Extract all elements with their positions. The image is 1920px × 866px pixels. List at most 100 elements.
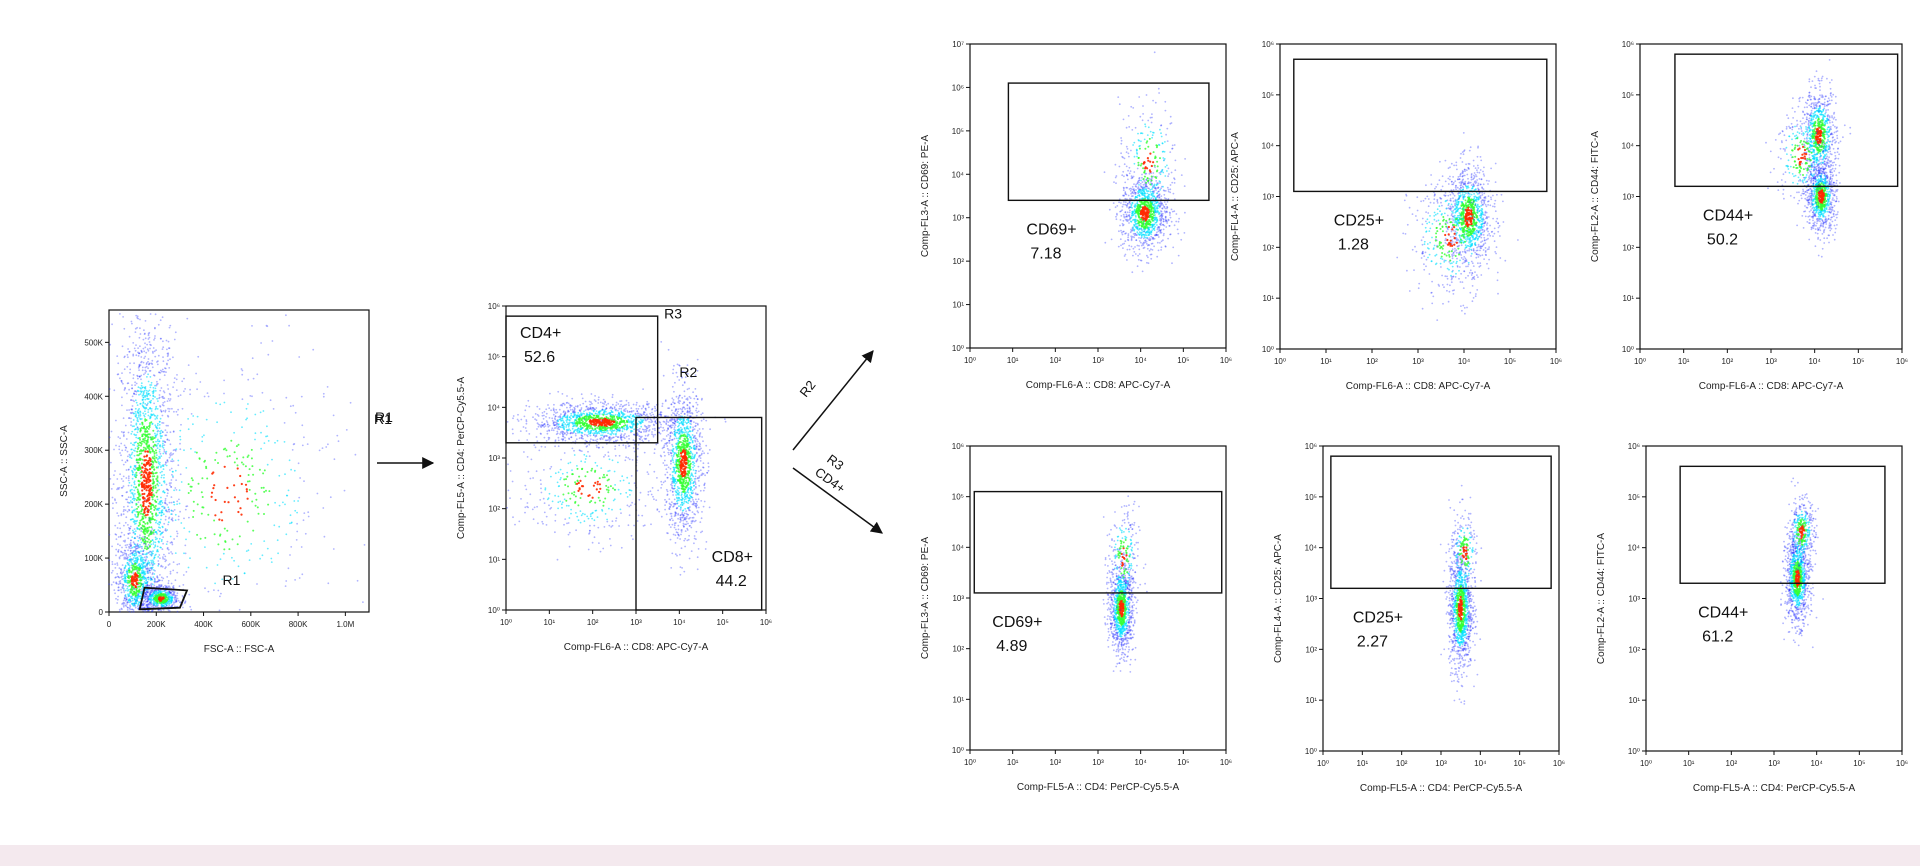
event-dot [595,444,598,447]
event-dot [176,413,179,416]
event-dot [651,411,653,414]
event-dot [583,410,585,413]
event-dot [236,467,239,470]
event-dot [651,420,654,423]
event-dot [176,500,179,503]
event-dot [167,591,170,594]
event-dot [133,392,135,395]
event-dot [137,479,140,482]
event-dot [172,601,175,604]
event-dot [149,553,152,556]
event-dot [149,313,152,315]
event-dot [162,444,164,447]
event-dot [265,435,267,438]
event-dot [127,431,130,434]
region-label: R1 [375,409,393,425]
event-dot [124,461,127,464]
event-dot [134,606,137,609]
event-dot [144,372,147,374]
event-dot [153,402,156,405]
event-dot [596,413,599,416]
event-dot [247,403,249,405]
event-dot [126,587,129,590]
event-dot [684,545,686,548]
event-dot [151,436,154,439]
event-dot [152,457,155,460]
event-dot [133,454,136,457]
event-dot [173,592,176,595]
event-dot [121,564,124,566]
event-dot [268,490,271,493]
event-dot [301,424,304,427]
event-dot [155,596,158,599]
event-dot [144,430,147,433]
event-dot [154,513,157,516]
event-dot [128,592,131,595]
event-dot [271,340,274,342]
event-dot [155,519,158,522]
event-dot [128,610,131,613]
event-dot [128,569,131,572]
event-dot [150,526,153,529]
event-dot [620,418,623,421]
event-dot [150,567,153,569]
event-dot [226,455,229,458]
event-dot [156,576,159,578]
event-dot [162,442,164,445]
event-dot [705,541,708,543]
event-dot [126,354,129,356]
event-dot [612,429,615,432]
event-dot [213,484,216,487]
event-dot [205,418,208,421]
event-dot [172,569,175,572]
event-dot [156,414,159,417]
event-dot [149,436,152,439]
event-dot [581,435,584,438]
event-dot [136,579,139,582]
event-dot [286,494,289,497]
event-dot [241,373,244,376]
event-dot [121,404,123,407]
event-dot [139,438,141,441]
event-dot [152,541,155,543]
event-dot [169,453,171,456]
event-dot [153,556,156,559]
event-dot [122,463,125,466]
event-dot [594,422,597,425]
event-dot [649,425,651,427]
event-dot [127,554,130,556]
event-dot [143,350,146,353]
arrow-r3 [792,467,883,534]
event-dot [150,408,153,410]
event-dot [161,431,164,433]
event-dot [260,447,262,450]
event-dot [692,405,695,408]
event-dot [128,566,131,569]
event-dot [125,469,128,471]
event-dot [166,540,169,543]
event-dot [155,451,158,454]
event-dot [170,486,172,488]
event-dot [190,447,192,450]
event-dot [131,563,134,565]
event-dot [131,477,134,480]
event-dot [126,501,129,504]
event-dot [123,552,126,555]
event-dot [144,585,147,587]
event-dot [160,576,163,579]
event-dot [270,561,273,563]
event-dot [144,413,147,415]
event-dot [664,498,666,501]
event-dot [133,347,136,350]
plots: 0 200K 400K 600K 800K 1.0M0100K200K300K400K50… [59,40,1908,794]
event-dot [620,438,623,441]
event-dot [160,593,163,596]
event-dot [158,511,161,514]
event-dot [123,569,126,571]
event-dot [568,437,570,440]
event-dot [152,386,155,389]
event-dot [596,432,598,435]
event-dot [139,393,142,395]
event-dot [184,544,187,547]
event-dot [150,585,153,588]
